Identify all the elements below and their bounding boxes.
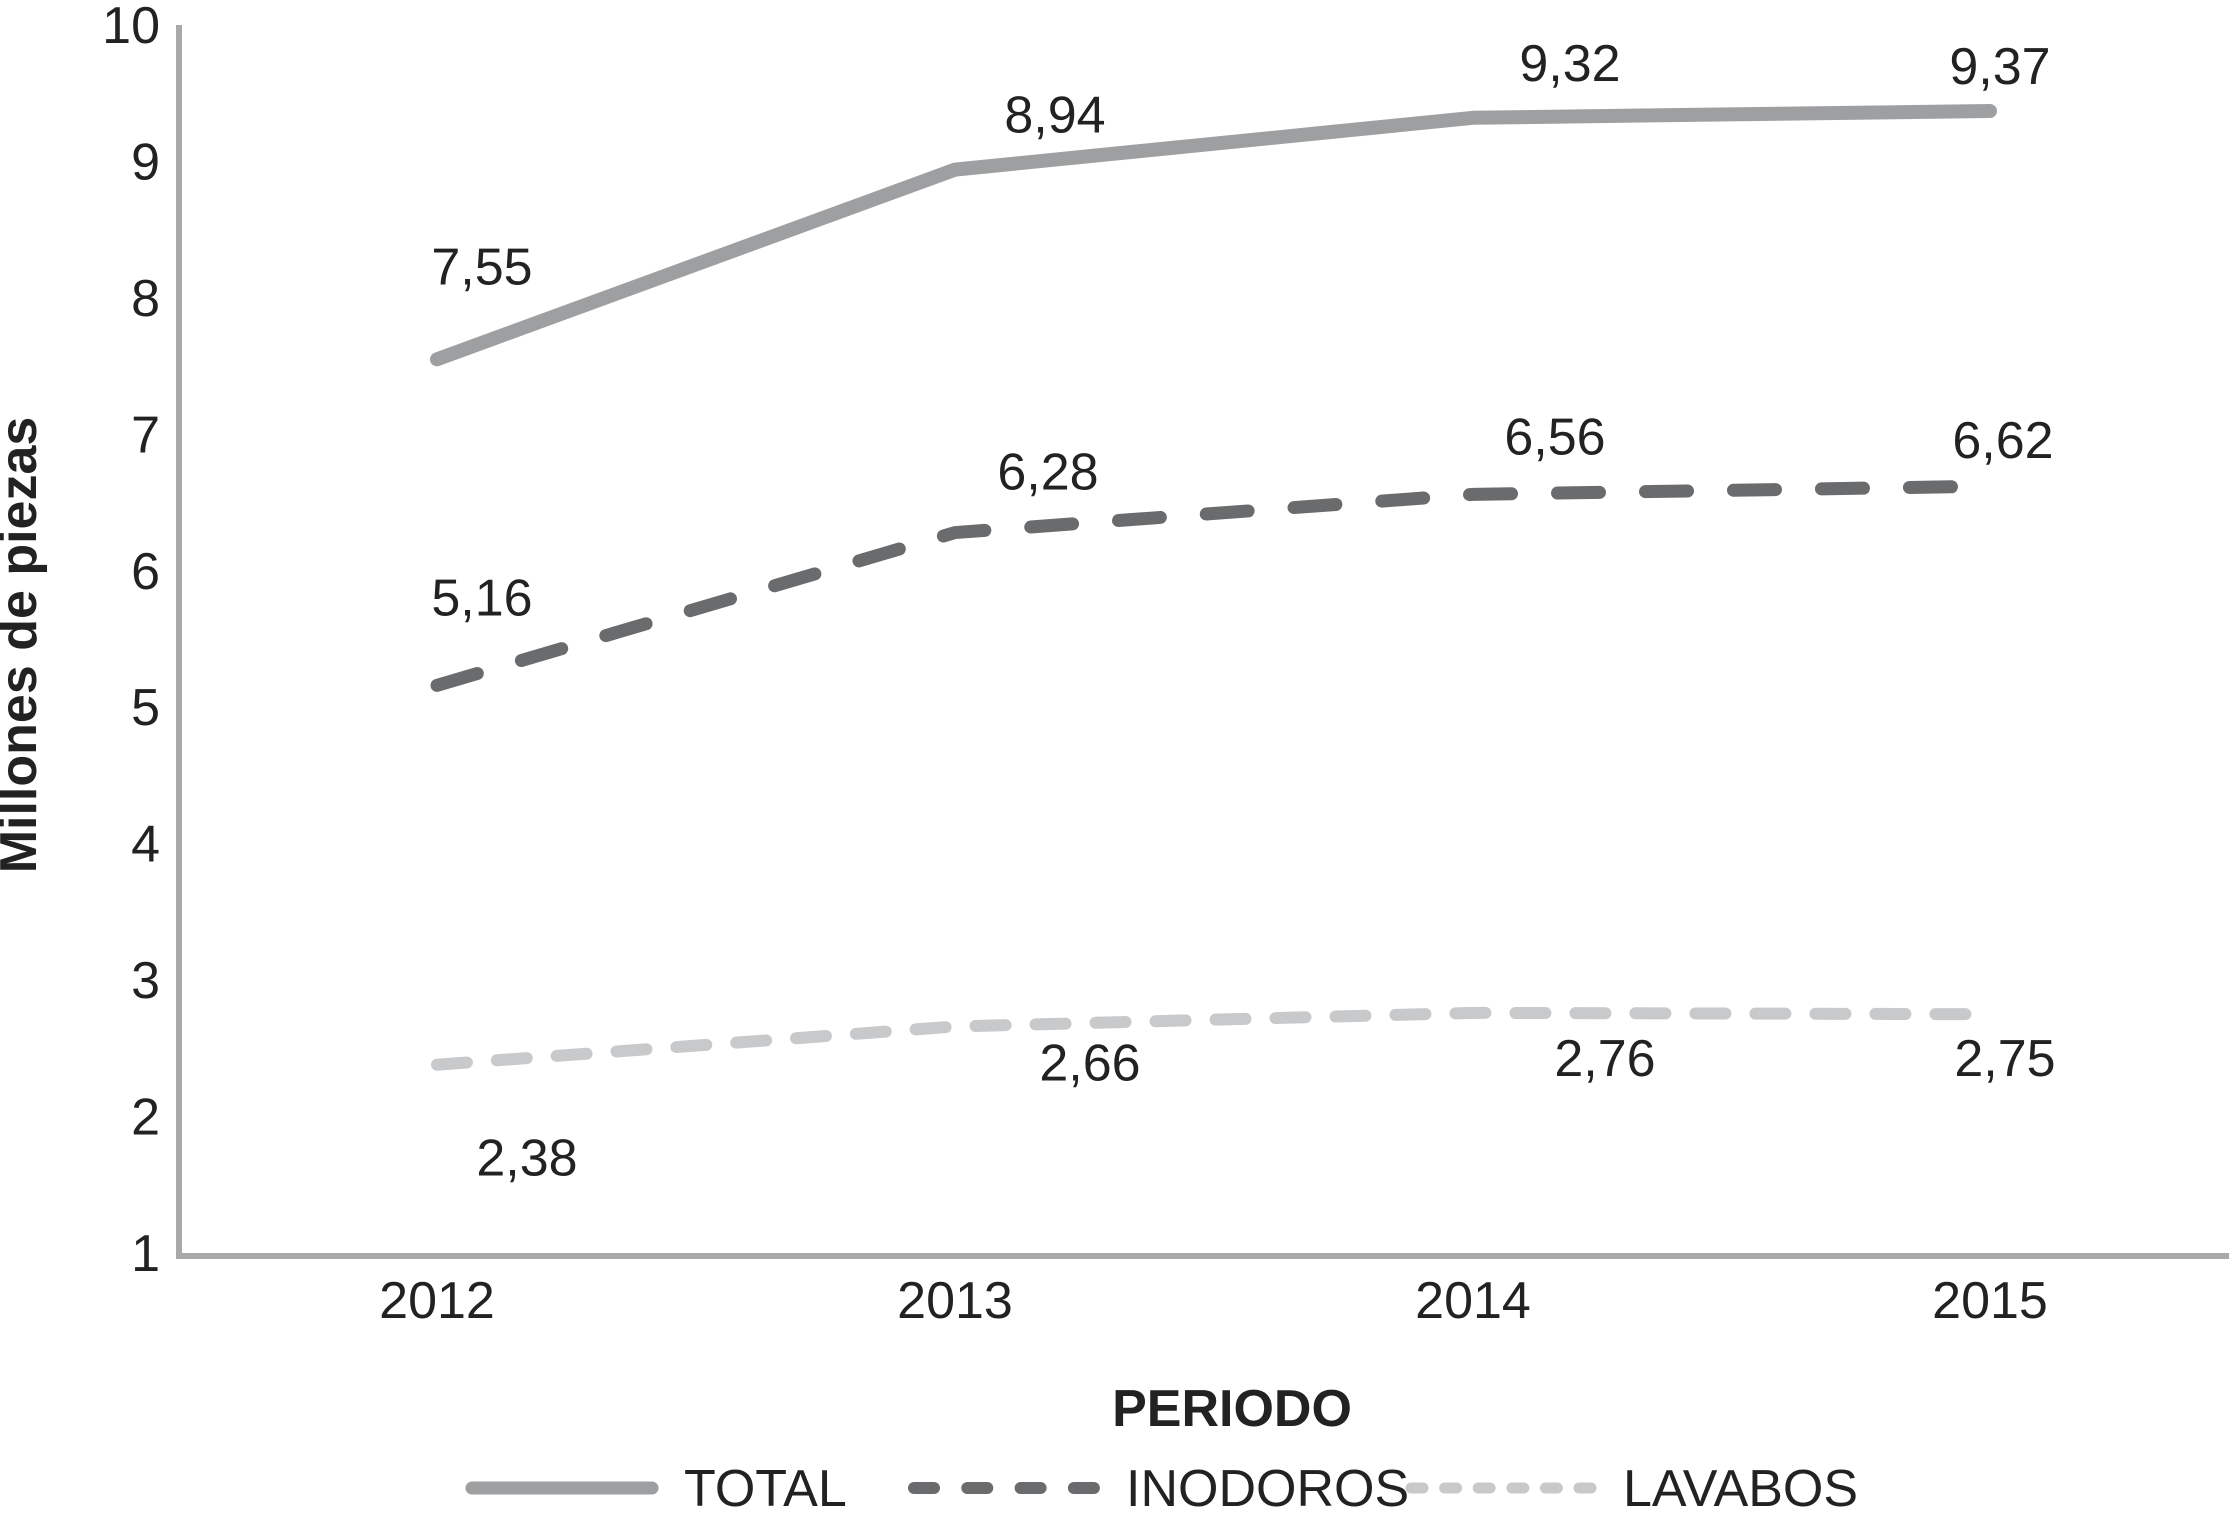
series-line-inodoros [430, 479, 1997, 692]
y-tick-label: 7 [131, 406, 160, 464]
x-tick-label: 2015 [1932, 1272, 2048, 1330]
legend-item-lavabos: LAVABOS [1405, 1460, 1858, 1513]
data-label-inodoros-2013: 6,28 [997, 444, 1098, 502]
data-label-lavabos-2012: 2,38 [476, 1130, 577, 1188]
data-label-inodoros-2012: 5,16 [431, 569, 532, 627]
y-tick-labels: 1 2 3 4 5 6 7 8 9 10 [102, 0, 160, 1283]
legend-item-inodoros: INODOROS [908, 1460, 1409, 1513]
y-tick-label: 2 [131, 1089, 160, 1147]
series-lines [430, 103, 1997, 1071]
y-tick-label: 1 [131, 1225, 160, 1283]
y-tick-label: 3 [131, 952, 160, 1010]
y-tick-label: 9 [131, 133, 160, 191]
data-labels: 7,55 8,94 9,32 9,37 5,16 6,28 6,56 6,62 2,38 2,66… [431, 35, 2055, 1188]
data-label-total-2014: 9,32 [1519, 35, 1620, 93]
y-axis-title: Millones de piezas [0, 417, 48, 874]
y-tick-label: 5 [131, 679, 160, 737]
series-line-lavabos [431, 1006, 1996, 1071]
y-tick-label: 10 [102, 0, 160, 55]
data-label-inodoros-2014: 6,56 [1504, 408, 1605, 466]
data-label-lavabos-2014: 2,76 [1554, 1030, 1655, 1088]
x-axis-title: PERIODO [1112, 1380, 1352, 1438]
legend-label-total: TOTAL [684, 1460, 847, 1513]
x-tick-label: 2013 [897, 1272, 1013, 1330]
data-label-total-2015: 9,37 [1949, 38, 2050, 96]
x-tick-labels: 2012 2013 2014 2015 [379, 1272, 2048, 1330]
data-label-total-2013: 8,94 [1004, 87, 1105, 145]
x-tick-label: 2012 [379, 1272, 495, 1330]
y-tick-label: 6 [131, 543, 160, 601]
y-tick-label: 8 [131, 270, 160, 328]
data-label-lavabos-2015: 2,75 [1954, 1030, 2055, 1088]
legend-label-inodoros: INODOROS [1126, 1460, 1409, 1513]
legend-label-lavabos: LAVABOS [1623, 1460, 1858, 1513]
y-tick-label: 4 [131, 816, 160, 874]
legend-item-total: TOTAL [465, 1460, 847, 1513]
data-label-lavabos-2013: 2,66 [1039, 1035, 1140, 1093]
legend: TOTAL INODOROS LAVABOS [465, 1460, 1858, 1513]
data-label-total-2012: 7,55 [431, 238, 532, 296]
data-label-inodoros-2015: 6,62 [1952, 412, 2053, 470]
x-tick-label: 2014 [1415, 1272, 1531, 1330]
series-line-total [430, 103, 1997, 367]
